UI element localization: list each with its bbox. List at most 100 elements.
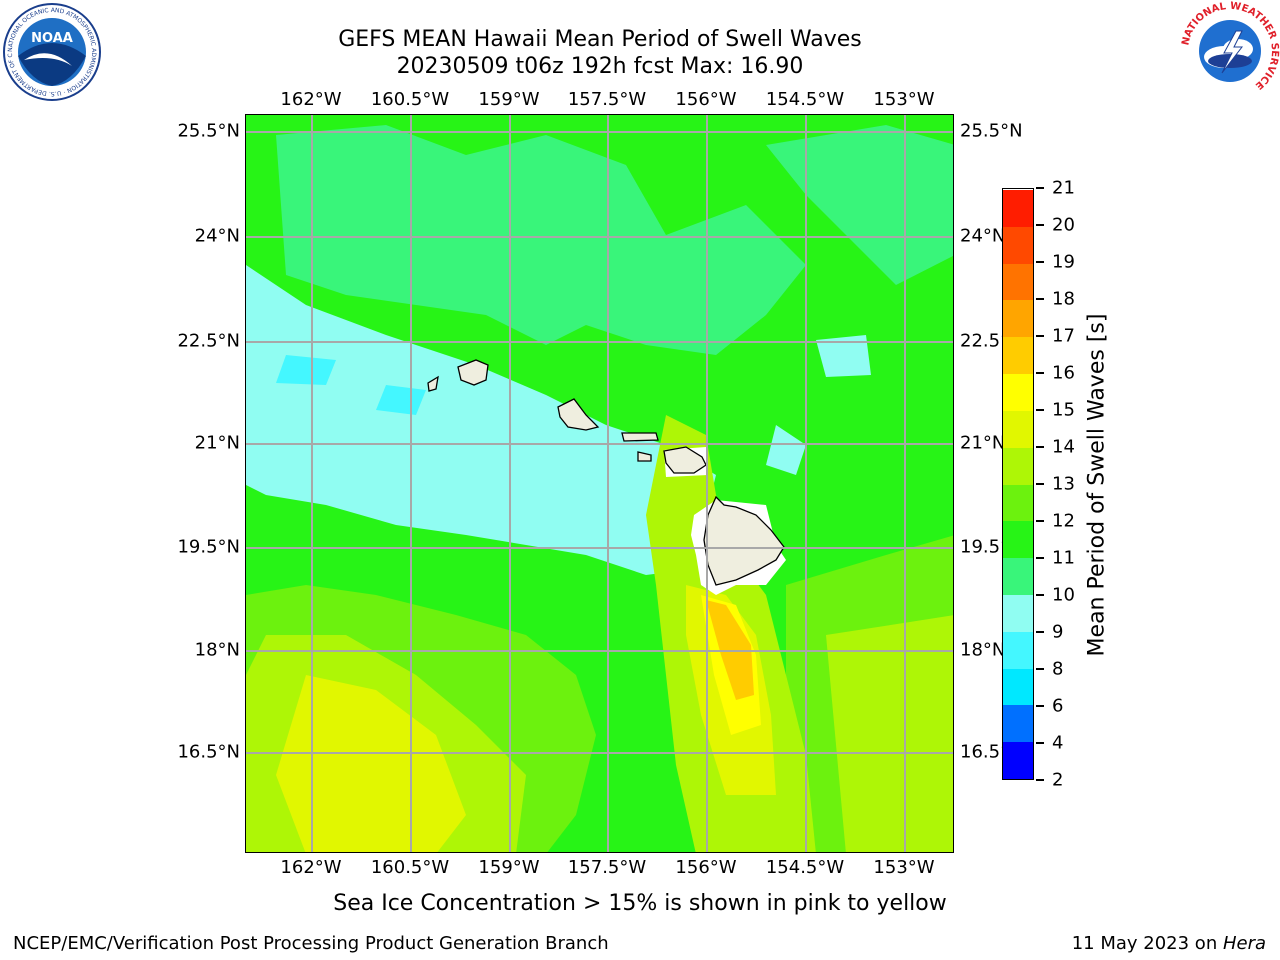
lat-label-right: 25.5°N xyxy=(960,120,1023,142)
colorbar-tick-label: 12 xyxy=(1052,510,1075,532)
colorbar-tick xyxy=(1036,372,1044,374)
field-10-11-ne xyxy=(766,125,953,285)
lon-label-bottom: 162°W xyxy=(280,857,342,878)
colorbar-tick xyxy=(1036,668,1044,670)
colorbar-tick-label: 2 xyxy=(1052,769,1064,791)
colorbar-segment xyxy=(1003,226,1033,264)
sea-ice-note: Sea Ice Concentration > 15% is shown in … xyxy=(333,891,947,916)
field-13-14-se xyxy=(826,615,953,852)
colorbar-segment xyxy=(1003,704,1033,743)
colorbar-tick xyxy=(1036,224,1044,226)
colorbar-segment xyxy=(1003,631,1033,669)
lat-label-left: 19.5°N xyxy=(177,536,240,558)
colorbar xyxy=(1002,188,1034,780)
field-8-9-patch xyxy=(376,385,426,415)
lat-label-left: 22.5°N xyxy=(177,330,240,352)
lat-label-left: 18°N xyxy=(194,639,240,661)
colorbar-tick-label: 19 xyxy=(1052,251,1075,273)
lon-label-top: 159°W xyxy=(478,89,540,110)
colorbar-title: Mean Period of Swell Waves [s] xyxy=(1084,313,1110,657)
colorbar-segment xyxy=(1003,299,1033,338)
map-title: GEFS MEAN Hawaii Mean Period of Swell Wa… xyxy=(338,27,862,52)
colorbar-tick-label: 4 xyxy=(1052,732,1064,754)
colorbar-tick-label: 8 xyxy=(1052,658,1064,680)
colorbar-segment xyxy=(1003,484,1033,522)
graticule xyxy=(246,115,953,852)
colorbar-tick-label: 21 xyxy=(1052,177,1075,199)
lon-label-top: 160.5°W xyxy=(370,89,450,110)
colorbar-tick xyxy=(1036,705,1044,707)
swell-period-map xyxy=(245,114,954,853)
colorbar-segment xyxy=(1003,741,1033,779)
lon-label-top: 153°W xyxy=(873,89,935,110)
lon-label-top: 154.5°W xyxy=(765,89,845,110)
colorbar-tick xyxy=(1036,779,1044,781)
colorbar-tick xyxy=(1036,742,1044,744)
colorbar-tick xyxy=(1036,557,1044,559)
field-8-9-patch xyxy=(276,355,336,385)
lon-label-bottom: 159°W xyxy=(478,857,540,878)
colorbar-tick-label: 18 xyxy=(1052,288,1075,310)
lon-label-bottom: 153°W xyxy=(873,857,935,878)
lon-label-top: 162°W xyxy=(280,89,342,110)
colorbar-segment xyxy=(1003,447,1033,485)
colorbar-tick xyxy=(1036,520,1044,522)
colorbar-tick-label: 9 xyxy=(1052,621,1064,643)
colorbar-tick xyxy=(1036,261,1044,263)
colorbar-segment xyxy=(1003,336,1033,375)
lon-label-bottom: 154.5°W xyxy=(765,857,845,878)
lat-label-right: 18°N xyxy=(960,639,1006,661)
colorbar-tick xyxy=(1036,446,1044,448)
field-14-15-sw xyxy=(276,675,466,852)
colorbar-tick xyxy=(1036,187,1044,189)
credit-line: NCEP/EMC/Verification Post Processing Pr… xyxy=(13,933,609,954)
island-oahu xyxy=(557,398,600,431)
colorbar-tick-label: 20 xyxy=(1052,214,1075,236)
colorbar-tick-label: 17 xyxy=(1052,325,1075,347)
island-molokai xyxy=(621,432,659,442)
lat-label-right: 24°N xyxy=(960,225,1006,247)
lat-label-left: 16.5°N xyxy=(177,741,240,763)
machine-name: Hera xyxy=(1222,933,1266,954)
colorbar-tick-label: 15 xyxy=(1052,399,1075,421)
island-lanai xyxy=(637,451,652,462)
lon-label-bottom: 157.5°W xyxy=(567,857,647,878)
colorbar-segment xyxy=(1003,594,1033,632)
colorbar-segment xyxy=(1003,189,1033,227)
island-kauai xyxy=(457,359,489,386)
colorbar-tick xyxy=(1036,594,1044,596)
colorbar-segment xyxy=(1003,263,1033,301)
colorbar-segment xyxy=(1003,373,1033,411)
colorbar-tick xyxy=(1036,298,1044,300)
lon-label-top: 156°W xyxy=(675,89,737,110)
map-subtitle: 20230509 t06z 192h fcst Max: 16.90 xyxy=(396,54,804,79)
colorbar-tick xyxy=(1036,483,1044,485)
colorbar-tick xyxy=(1036,335,1044,337)
colorbar-tick-label: 13 xyxy=(1052,473,1075,495)
colorbar-tick-label: 10 xyxy=(1052,584,1075,606)
field-9-10-patch xyxy=(766,425,806,475)
island-maui xyxy=(663,446,707,474)
colorbar-segment xyxy=(1003,520,1033,559)
lon-label-top: 157.5°W xyxy=(567,89,647,110)
noaa-logo: NATIONAL OCEANIC AND ATMOSPHERIC ADMINIS… xyxy=(0,0,102,102)
colorbar-tick xyxy=(1036,631,1044,633)
lat-label-left: 24°N xyxy=(194,225,240,247)
colorbar-segment xyxy=(1003,410,1033,448)
lat-label-left: 25.5°N xyxy=(177,120,240,142)
colorbar-tick-label: 16 xyxy=(1052,362,1075,384)
colorbar-segment xyxy=(1003,668,1033,706)
run-date: 11 May 2023 on Hera xyxy=(1072,933,1266,954)
lat-label-right: 21°N xyxy=(960,432,1006,454)
colorbar-tick xyxy=(1036,409,1044,411)
lon-label-bottom: 156°W xyxy=(675,857,737,878)
colorbar-tick-label: 6 xyxy=(1052,695,1064,717)
colorbar-tick-label: 14 xyxy=(1052,436,1075,458)
island-niihau xyxy=(427,375,439,392)
noaa-wordmark: NOAA xyxy=(31,31,73,46)
colorbar-tick-label: 11 xyxy=(1052,547,1075,569)
field-10-11-north xyxy=(276,125,806,355)
nws-logo: NATIONAL WEATHER SERVICE xyxy=(1180,1,1280,99)
island-big-island xyxy=(703,495,785,586)
field-9-10-patch-east xyxy=(816,335,871,377)
